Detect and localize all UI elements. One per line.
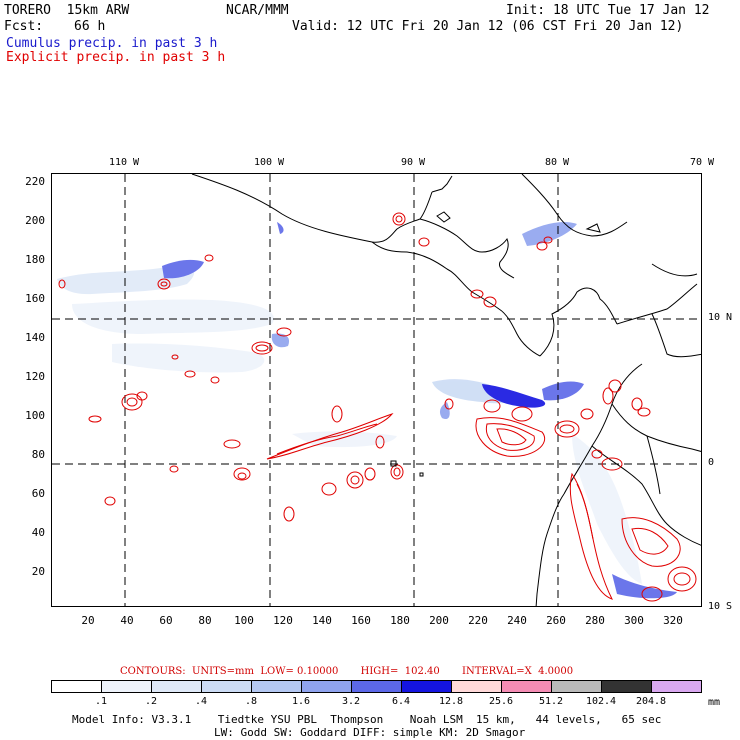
x-tick: 40 [120,614,134,627]
colorbar-cell [202,681,252,692]
lon-label-70w: 70 W [689,157,715,168]
x-tick: 60 [159,614,173,627]
lon-label-90w: 90 W [400,157,426,168]
lon-label-100w: 100 W [253,157,285,168]
precip-map [51,173,702,607]
colorbar-cell [502,681,552,692]
colorbar-cell [52,681,102,692]
x-tick: 220 [468,614,488,627]
colorbar-label: .1 [94,696,108,707]
colorbar-label: 51.2 [538,696,564,707]
x-tick: 320 [663,614,683,627]
x-tick: 20 [81,614,95,627]
x-tick: 160 [351,614,371,627]
colorbar-label: 204.8 [635,696,667,707]
colorbar-cell [102,681,152,692]
colorbar-cell [452,681,502,692]
model-physics: LW: Godd SW: Goddard DIFF: simple KM: 2D… [214,726,526,739]
x-tick: 180 [390,614,410,627]
colorbar-cell [402,681,452,692]
colorbar-label: .8 [244,696,258,707]
x-tick: 80 [198,614,212,627]
precip-colorbar [51,680,702,693]
y-tick: 200 [25,214,45,227]
colorbar-cell [152,681,202,692]
y-tick: 160 [25,292,45,305]
colorbar-label: 1.6 [291,696,311,707]
contour-info: CONTOURS: UNITS=mm LOW= 0.10000 HIGH= 10… [120,666,574,677]
model-info: Model Info: V3.3.1 Tiedtke YSU PBL Thomp… [72,713,662,726]
y-tick: 80 [31,448,45,461]
lat-label-0: 0 [708,457,715,468]
cumulus-legend-label: Cumulus precip. in past 3 h [6,36,218,51]
x-tick: 280 [585,614,605,627]
colorbar-cell [652,681,701,692]
model-title: TORERO 15km ARW [4,3,130,18]
lon-label-80w: 80 W [544,157,570,168]
colorbar-unit: mm [708,697,721,708]
valid-time: Valid: 12 UTC Fri 20 Jan 12 (06 CST Fri … [292,19,684,34]
x-tick: 120 [273,614,293,627]
colorbar-cell [552,681,602,692]
x-tick: 100 [234,614,254,627]
org-label: NCAR/MMM [226,3,289,18]
explicit-legend-label: Explicit precip. in past 3 h [6,50,226,65]
y-tick: 40 [31,526,45,539]
colorbar-label: 102.4 [585,696,617,707]
x-tick: 260 [546,614,566,627]
colorbar-cell [252,681,302,692]
y-tick: 60 [31,487,45,500]
colorbar-label: 6.4 [391,696,411,707]
init-time: Init: 18 UTC Tue 17 Jan 12 [506,3,710,18]
colorbar-cell [602,681,652,692]
forecast-hours: 66 h [74,19,106,34]
x-tick: 200 [429,614,449,627]
colorbar-label: 3.2 [341,696,361,707]
colorbar-cell [352,681,402,692]
colorbar-cell [302,681,352,692]
x-tick: 140 [312,614,332,627]
lat-label-10n: 10 N [708,312,733,323]
y-tick: 180 [25,253,45,266]
y-tick: 20 [31,565,45,578]
map-canvas [52,174,701,606]
x-tick: 240 [507,614,527,627]
explicit-precip-contours [58,212,697,602]
y-tick: 120 [25,370,45,383]
lat-label-10s: 10 S [708,601,733,612]
forecast-label: Fcst: [4,19,44,34]
colorbar-label: 25.6 [488,696,514,707]
y-tick: 140 [25,331,45,344]
colorbar-label: .2 [144,696,158,707]
y-tick: 100 [25,409,45,422]
cumulus-precip-shading [57,222,677,599]
y-tick: 220 [25,175,45,188]
colorbar-label: .4 [194,696,208,707]
station-markers [390,460,424,477]
x-tick: 300 [624,614,644,627]
colorbar-label: 12.8 [438,696,464,707]
lon-label-110w: 110 W [108,157,140,168]
lat-lon-grid [52,174,701,606]
